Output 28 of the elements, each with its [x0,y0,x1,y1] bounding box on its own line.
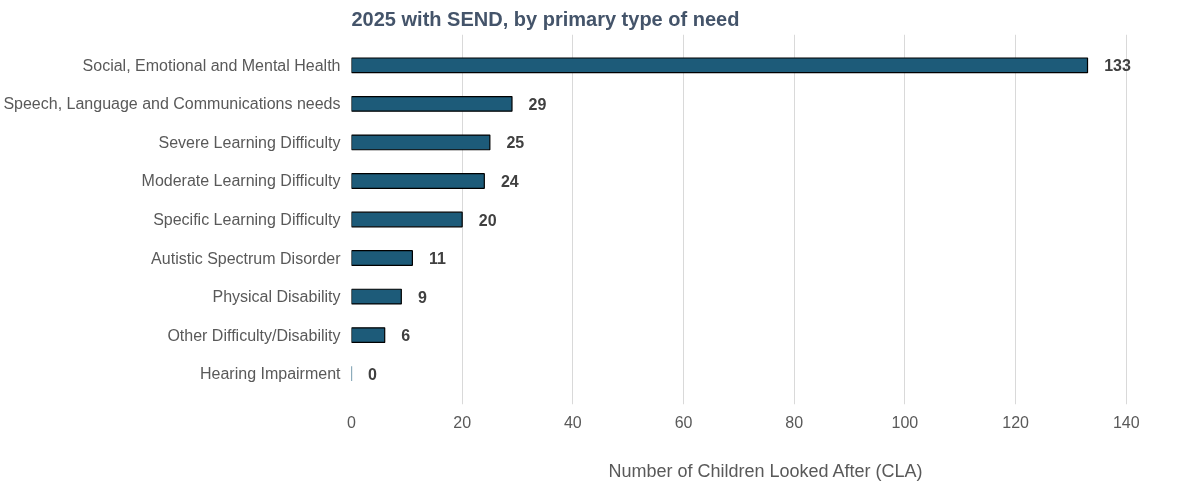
y-tick-label: Other Difficulty/Disability [167,326,341,344]
data-label: 29 [528,95,547,113]
y-tick-label: Specific Learning Difficulty [153,211,341,228]
data-label: 9 [417,288,427,306]
y-tick-label: Speech, Language and Communications needs [3,95,341,113]
x-tick-label: 100 [891,413,919,431]
y-tick-label: Severe Learning Difficulty [158,133,341,151]
data-label: 133 [1104,57,1131,75]
data-label: 24 [500,172,519,190]
x-tick-label: 140 [1112,413,1140,431]
data-label: 11 [428,250,446,268]
data-label: 20 [478,211,497,229]
x-tick-label: 40 [563,413,582,431]
x-axis-title: Number of Children Looked After (CLA) [608,460,923,481]
data-label: 6 [401,327,411,345]
data-label: 0 [368,365,378,383]
x-tick-label: 120 [1002,413,1030,431]
x-tick-label: 0 [347,413,357,431]
y-tick-label: Moderate Learning Difficulty [141,172,341,190]
chart-title: 2025 with SEND, by primary type of need [351,7,740,30]
y-tick-label: Autistic Spectrum Disorder [151,249,342,267]
y-tick-label: Physical Disability [212,288,341,306]
data-label: 25 [506,134,525,152]
x-tick-label: 20 [453,413,472,431]
y-tick-label: Social, Emotional and Mental Health [82,56,341,74]
x-tick-label: 80 [785,413,804,431]
y-tick-label: Hearing Impairment [200,365,342,383]
x-tick-label: 60 [674,413,693,431]
